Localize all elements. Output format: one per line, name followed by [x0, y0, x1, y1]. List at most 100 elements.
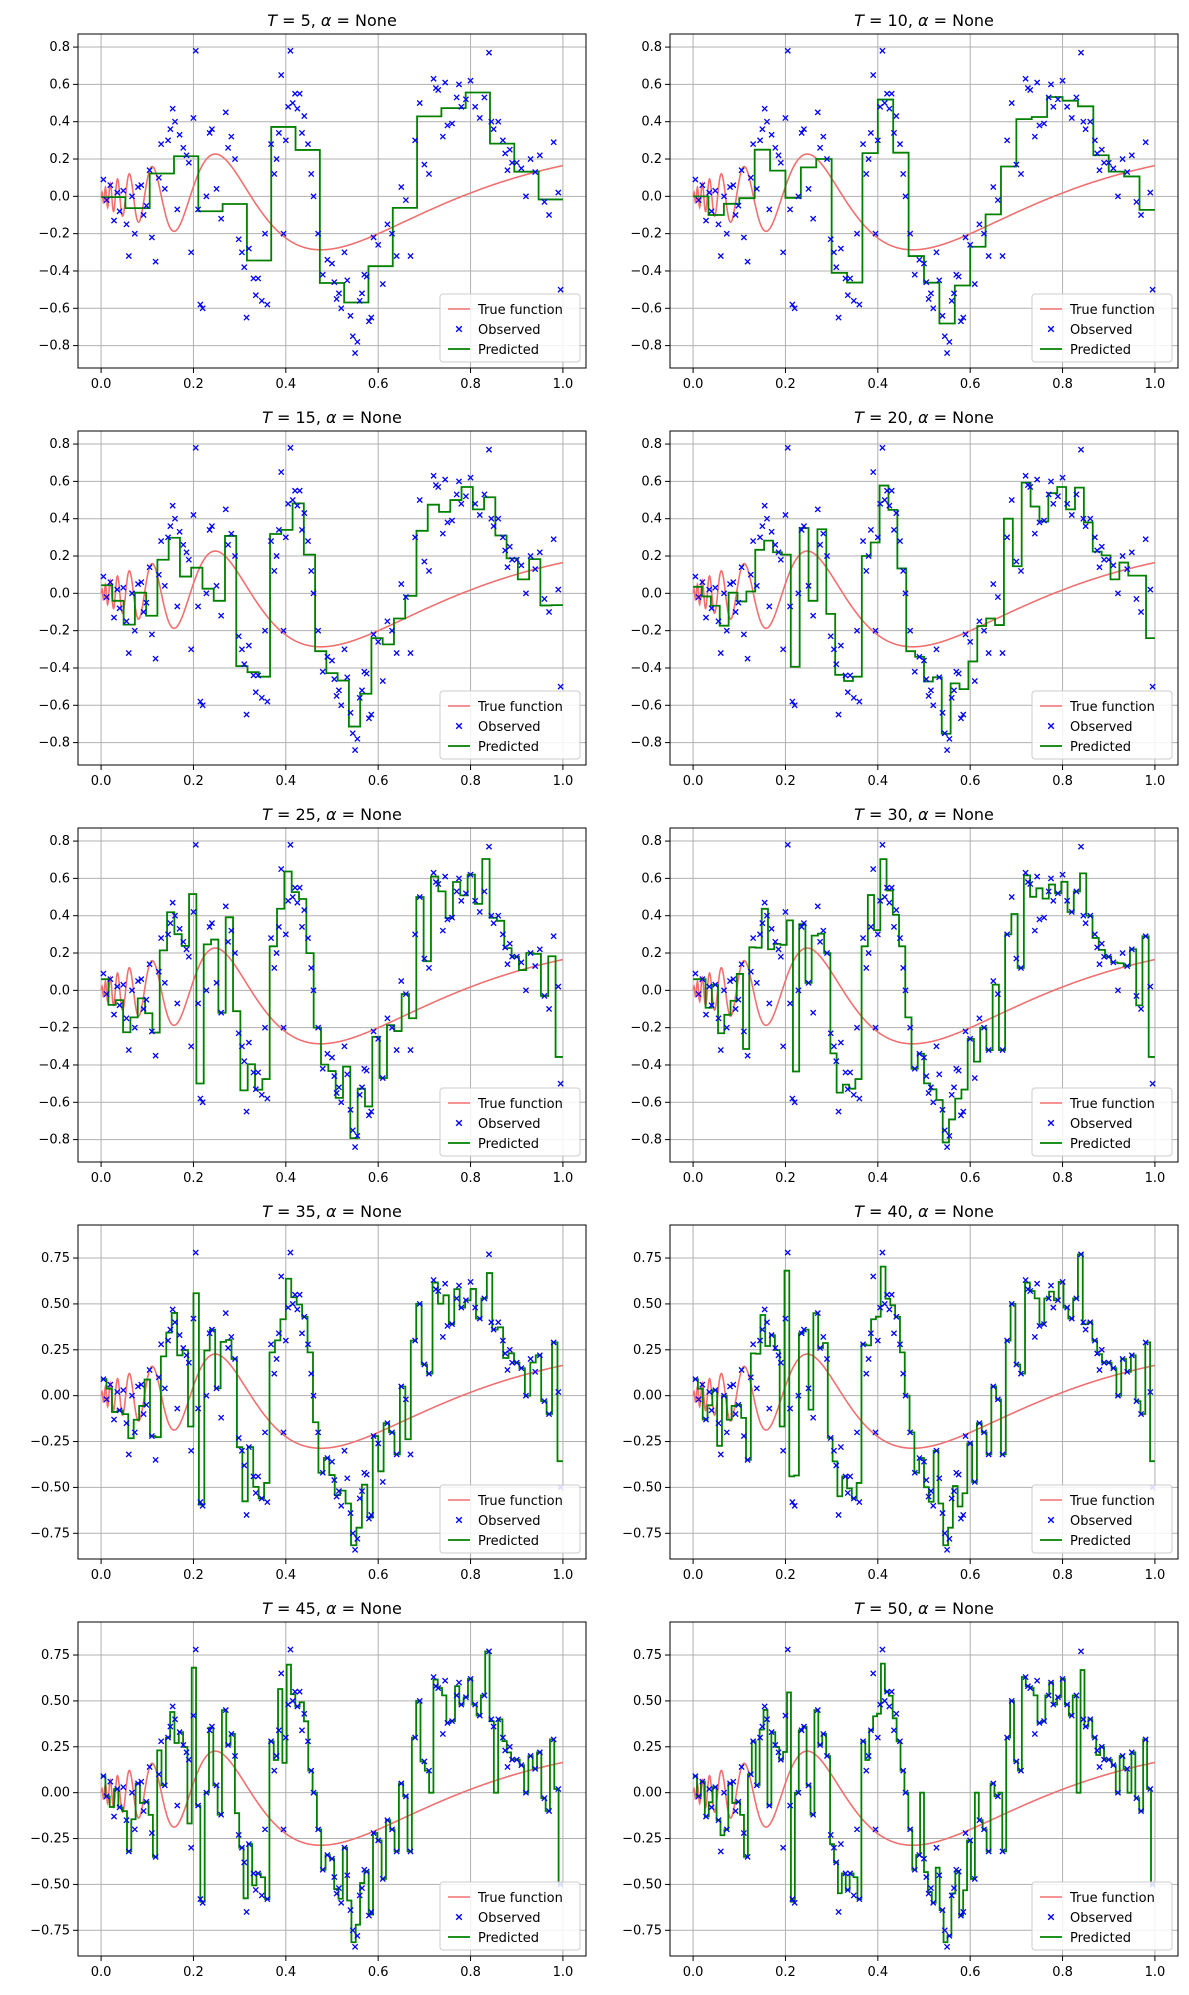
observed-point: [213, 1385, 220, 1392]
observed-point: [810, 612, 817, 619]
observed-point: [844, 1489, 851, 1496]
observed-point: [352, 747, 359, 754]
observed-point: [176, 1332, 183, 1339]
observed-point: [893, 113, 900, 120]
observed-point: [536, 1749, 543, 1756]
observed-point: [199, 1099, 206, 1106]
observed-point: [275, 1727, 282, 1734]
observed-point: [439, 1730, 446, 1738]
observed-point: [893, 510, 900, 517]
observed-point: [103, 594, 110, 601]
observed-point: [1034, 873, 1041, 880]
title-alpha-value: = None: [337, 1202, 402, 1221]
observed-point: [143, 599, 150, 606]
observed-point: [472, 897, 479, 904]
observed-point: [726, 1383, 734, 1390]
observed-point: [393, 1848, 400, 1855]
observed-point: [174, 206, 181, 213]
observed-point: [504, 167, 511, 174]
observed-point: [110, 217, 118, 224]
observed-point: [442, 476, 449, 483]
observed-point: [960, 314, 967, 321]
observed-point: [412, 534, 419, 541]
observed-point: [874, 931, 881, 938]
observed-point: [948, 1892, 955, 1899]
observed-point: [522, 590, 530, 597]
observed-point: [971, 1074, 978, 1082]
observed-point: [504, 1763, 511, 1771]
observed-point: [976, 221, 983, 228]
observed-point: [352, 1943, 359, 1950]
observed-point: [695, 1793, 702, 1800]
observed-point: [763, 515, 771, 522]
observed-point: [114, 1388, 121, 1396]
observed-point: [365, 1112, 373, 1119]
observed-point: [140, 608, 147, 616]
observed-point: [1149, 286, 1156, 293]
observed-point: [250, 1473, 257, 1480]
subplot-title: T = 50, α = None: [854, 1599, 994, 1618]
observed-point: [338, 1099, 345, 1106]
observed-point: [706, 1785, 713, 1793]
true-function-line: [692, 947, 1156, 1045]
observed-point: [896, 1341, 904, 1348]
observed-point: [1004, 534, 1011, 541]
observed-point: [946, 735, 953, 742]
observed-point: [1096, 564, 1103, 571]
observed-point: [844, 1086, 851, 1093]
observed-point: [976, 1817, 983, 1824]
x-tick-label: 1.0: [553, 1171, 574, 1186]
y-tick-label: 0.75: [633, 1251, 662, 1266]
observed-point: [1013, 1758, 1020, 1765]
observed-point: [245, 1039, 252, 1046]
observed-point: [398, 580, 405, 588]
observed-point: [344, 1475, 351, 1482]
x-tick-label: 0.8: [460, 377, 481, 392]
observed-point: [158, 538, 165, 545]
observed-point: [301, 1710, 308, 1717]
observed-point: [835, 1908, 842, 1916]
observed-point: [1110, 1762, 1117, 1769]
observed-point: [310, 590, 317, 597]
observed-point: [927, 1885, 934, 1892]
observed-point: [948, 1495, 955, 1502]
observed-point: [167, 126, 174, 133]
observed-point: [550, 1736, 557, 1743]
observed-point: [354, 1132, 361, 1139]
observed-point: [140, 1005, 147, 1013]
observed-point: [506, 1743, 513, 1750]
observed-point: [994, 197, 1001, 204]
observed-point: [1149, 683, 1156, 690]
observed-point: [761, 899, 768, 906]
observed-point: [817, 1741, 824, 1749]
observed-point: [341, 646, 348, 653]
legend-true-function-label: True function: [1069, 700, 1155, 715]
observed-point: [715, 1420, 722, 1427]
y-tick-label: −0.75: [30, 1526, 70, 1541]
observed-point: [702, 217, 710, 224]
observed-point: [1124, 1368, 1131, 1375]
observed-point: [730, 976, 737, 983]
observed-point: [865, 155, 872, 163]
observed-point: [287, 841, 294, 848]
observed-point: [883, 1688, 891, 1695]
observed-point: [462, 890, 469, 897]
observed-point: [206, 526, 213, 533]
observed-point: [833, 661, 840, 668]
observed-point: [388, 1826, 396, 1833]
observed-point: [948, 1091, 955, 1098]
y-tick-label: 0.25: [633, 1740, 662, 1755]
observed-point: [925, 692, 932, 700]
y-tick-label: 0.00: [633, 1786, 662, 1801]
plot-area: [692, 1249, 1156, 1553]
y-tick-label: 0.75: [633, 1648, 662, 1663]
observed-point: [370, 1028, 377, 1035]
observed-point: [435, 86, 442, 94]
observed-point: [976, 1420, 983, 1427]
observed-point: [1047, 478, 1055, 485]
observed-point: [967, 241, 974, 248]
observed-point: [1050, 897, 1057, 904]
observed-point: [363, 1868, 370, 1875]
observed-point: [458, 1701, 465, 1708]
observed-point: [304, 935, 312, 942]
